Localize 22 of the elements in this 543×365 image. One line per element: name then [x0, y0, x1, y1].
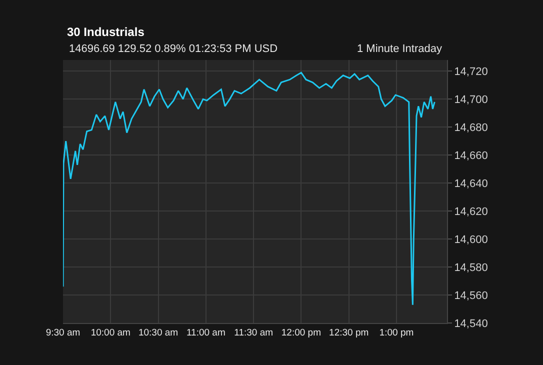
y-tick-label: 14,720 [454, 66, 488, 78]
y-tick-label: 14,600 [454, 234, 488, 246]
x-tick-label: 10:00 am [90, 327, 131, 338]
y-tick-label: 14,560 [454, 290, 488, 302]
chart-subtitle: 14696.69 129.52 0.89% 01:23:53 PM USD [69, 43, 278, 55]
x-tick-label: 9:30 am [46, 327, 80, 338]
x-tick-label: 10:30 am [138, 327, 178, 338]
y-tick-label: 14,680 [454, 122, 488, 134]
line-series [63, 72, 436, 306]
text: 1 Minute Intraday [357, 43, 442, 55]
x-tick-label: 11:30 am [234, 327, 274, 338]
y-tick-label: 14,660 [454, 150, 488, 162]
y-tick-label: 14,540 [454, 318, 488, 330]
y-tick-label: 14,620 [454, 206, 488, 218]
y-tick-label: 14,640 [454, 178, 488, 190]
y-tick-label: 14,700 [454, 94, 488, 106]
chart-title: 30 Industrials [67, 25, 145, 40]
x-tick-label: 11:00 am [186, 327, 226, 338]
x-tick-label: 12:00 pm [281, 327, 322, 338]
x-tick-label: 12:30 pm [329, 327, 369, 338]
x-tick-label: 1:00 pm [379, 327, 414, 338]
y-tick-label: 14,580 [454, 262, 488, 274]
